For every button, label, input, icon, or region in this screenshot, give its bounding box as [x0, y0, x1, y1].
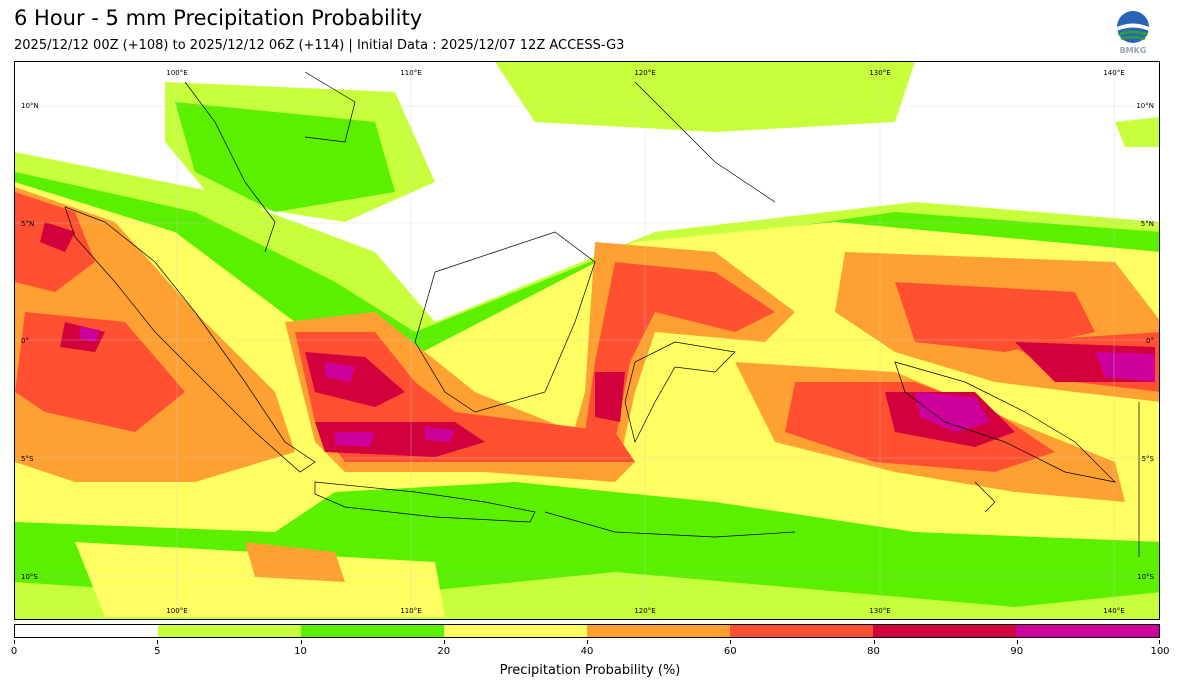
lon-label-130e-top: 130°E [869, 69, 890, 77]
colorbar-tickmark [1159, 640, 1160, 644]
colorbar-tickmark [873, 640, 875, 644]
lon-label-110e-top: 110°E [400, 69, 421, 77]
colorbar-segment-2 [301, 625, 444, 637]
precipitation-map: 100°E 110°E 120°E 130°E 140°E 100°E 110°… [14, 61, 1160, 620]
lon-label-140e-bottom: 140°E [1103, 607, 1124, 615]
chart-subtitle: 2025/12/12 00Z (+108) to 2025/12/12 06Z … [14, 38, 625, 53]
chart-title: 6 Hour - 5 mm Precipitation Probability [14, 6, 423, 30]
lat-label-10s-left: 10°S [21, 573, 38, 581]
coastlines [64, 71, 1140, 557]
colorbar-tick-label: 40 [580, 646, 594, 657]
colorbar-segment-1 [158, 625, 301, 637]
colorbar-segment-3 [444, 625, 587, 637]
lat-label-5n-left: 5°N [21, 220, 34, 228]
colorbar-tickmark [1016, 640, 1018, 644]
lon-label-100e-bottom: 100°E [166, 607, 187, 615]
lat-label-10n-right: 10°N [1136, 102, 1154, 110]
colorbar-tick-label: 20 [437, 646, 451, 657]
lon-label-120e-bottom: 120°E [634, 607, 655, 615]
colorbar-tick-label: 60 [723, 646, 737, 657]
lon-label-120e-top: 120°E [634, 69, 655, 77]
lon-label-110e-bottom: 110°E [400, 607, 421, 615]
lat-labels-left: 10°N 5°N 0° 5°S 10°S [21, 102, 39, 581]
lat-label-0-left: 0° [21, 337, 29, 345]
colorbar-tickmark [157, 640, 159, 644]
lat-label-5s-right: 5°S [1142, 455, 1155, 463]
colorbar-tick-label: 90 [1010, 646, 1024, 657]
lat-label-0-right: 0° [1146, 337, 1154, 345]
lon-label-100e-top: 100°E [166, 69, 187, 77]
colorbar [14, 624, 1160, 638]
colorbar-segment-0 [15, 625, 158, 637]
lon-labels-bottom: 100°E 110°E 120°E 130°E 140°E [166, 607, 1124, 615]
colorbar-tick-label: 5 [154, 646, 161, 657]
lat-label-5n-right: 5°N [1141, 220, 1154, 228]
colorbar-segment-4 [587, 625, 730, 637]
colorbar-tickmark [300, 640, 302, 644]
colorbar-tick-label: 80 [867, 646, 880, 657]
lat-label-10n-left: 10°N [21, 102, 39, 110]
colorbar-segment-7 [1016, 625, 1159, 637]
colorbar-segment-5 [730, 625, 873, 637]
colorbar-tickmark [14, 640, 15, 644]
lon-labels-top: 100°E 110°E 120°E 130°E 140°E [166, 69, 1124, 77]
probability-field-90-100 [79, 327, 1155, 447]
map-gridlines [15, 62, 1159, 619]
colorbar-label: Precipitation Probability (%) [499, 663, 681, 678]
lat-label-5s-left: 5°S [21, 455, 34, 463]
colorbar-ticks: 0 5 10 20 40 60 80 90 100 [10, 640, 1170, 660]
bmkg-logo: BMKG [1114, 10, 1152, 56]
colorbar-tickmark [443, 640, 445, 644]
lon-label-130e-bottom: 130°E [869, 607, 890, 615]
logo-text: BMKG [1120, 46, 1147, 55]
lat-label-10s-right: 10°S [1137, 573, 1154, 581]
colorbar-tick-label: 10 [294, 646, 307, 657]
colorbar-tickmark [587, 640, 588, 644]
colorbar-tickmark [730, 640, 732, 644]
colorbar-segment-6 [873, 625, 1016, 637]
lon-label-140e-top: 140°E [1103, 69, 1124, 77]
lat-labels-right: 10°N 5°N 0° 5°S 10°S [1136, 102, 1154, 581]
colorbar-tick-label: 100 [1150, 646, 1170, 657]
colorbar-tick-label: 0 [10, 646, 18, 657]
